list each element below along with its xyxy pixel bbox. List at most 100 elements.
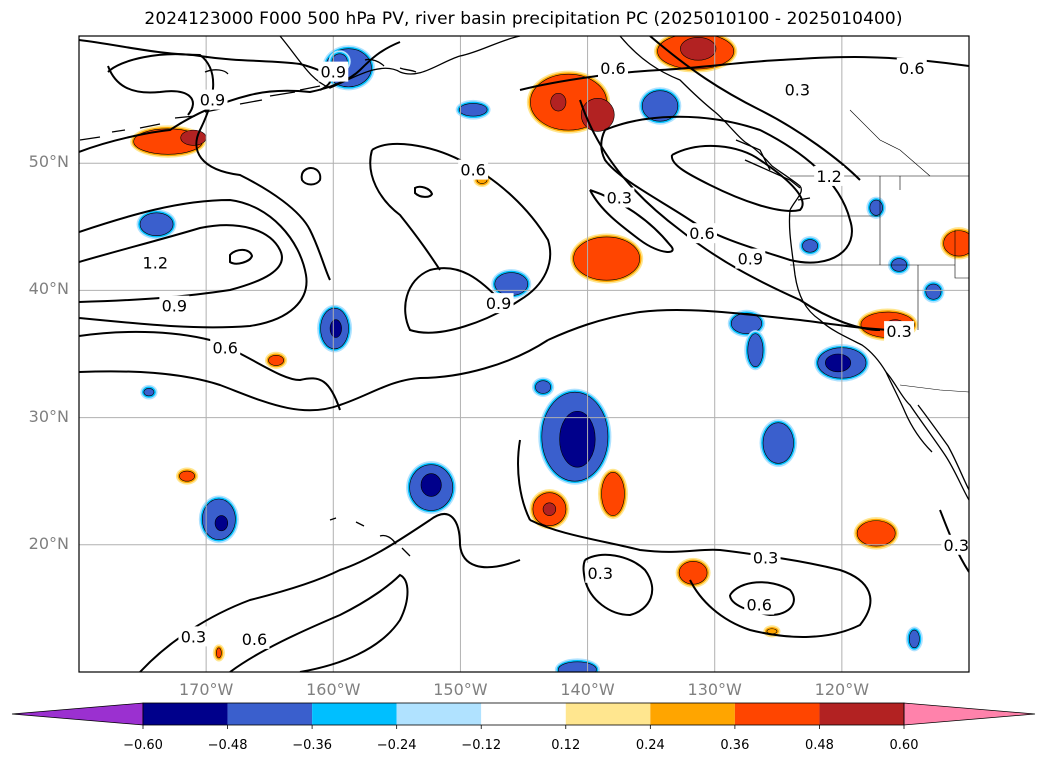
contour-label-bg xyxy=(814,165,845,186)
contour-label: 1.2 xyxy=(143,253,168,272)
pv-contour-0.6-north xyxy=(79,39,331,281)
pc-blob-23 xyxy=(559,410,596,468)
contour-label: 0.3 xyxy=(785,80,810,99)
contour-label-bg xyxy=(782,79,813,100)
pc-blob-35 xyxy=(554,658,600,672)
pc-blob-24 xyxy=(531,377,555,397)
longitude-label: 130°W xyxy=(687,680,742,699)
pc-blob-37 xyxy=(175,467,199,485)
pv-contour-0.6-south xyxy=(729,581,795,617)
coastline-layer xyxy=(79,36,969,557)
pc-blob-40 xyxy=(798,236,822,256)
pc-blob-32 xyxy=(759,419,798,467)
colorbar-segment xyxy=(312,703,397,725)
contour-label-bg xyxy=(197,89,228,110)
colorbar-segment xyxy=(143,703,228,725)
colorbar-extend-high xyxy=(903,702,1036,726)
contour-label-bg xyxy=(604,187,635,208)
alaska-coastline xyxy=(279,36,521,89)
contour-label-bg xyxy=(941,534,969,555)
pv-contour-0.9-north xyxy=(79,41,401,153)
pc-blob-17 xyxy=(744,330,767,371)
contour-label: 0.9 xyxy=(321,63,346,82)
pv-contour-0.3-south-loop xyxy=(582,553,654,617)
pv-contour-0.9-coast xyxy=(600,115,853,264)
us-mexico-border xyxy=(899,384,969,393)
longitude-label: 140°W xyxy=(560,680,615,699)
colorbar-extend-low xyxy=(11,702,144,726)
contour-label: 0.9 xyxy=(486,294,511,313)
latitude-label: 50°N xyxy=(28,152,69,172)
latitude-label: 40°N xyxy=(28,279,69,299)
mexico-mainland-coast xyxy=(917,404,969,491)
pc-blob-39 xyxy=(940,227,969,260)
latitude-label: 30°N xyxy=(28,406,69,426)
pc-blob-44 xyxy=(905,626,923,652)
contour-label: 0.3 xyxy=(886,322,911,341)
pv-contour-layer xyxy=(79,36,969,672)
contour-label: 0.9 xyxy=(738,250,763,269)
contour-label-bg xyxy=(750,547,781,568)
pc-blob-46 xyxy=(212,644,225,662)
contour-label: 0.3 xyxy=(607,189,632,208)
colorbar-tick-label: −0.48 xyxy=(207,738,248,753)
pv-small-loop-2 xyxy=(229,248,254,265)
pc-blob-30 xyxy=(542,502,557,516)
pv-contour-0.3-coast-upper xyxy=(649,36,861,181)
contour-label: 0.6 xyxy=(242,630,267,649)
pc-blob-26 xyxy=(420,473,442,497)
pc-blob-7 xyxy=(329,319,342,338)
pc-blob-42 xyxy=(866,196,887,219)
longitude-label: 150°W xyxy=(433,680,488,699)
contour-label: 0.6 xyxy=(600,59,625,78)
canada-inland-waters xyxy=(735,139,811,201)
contour-label-bg xyxy=(687,223,717,244)
hawaii-islands xyxy=(329,517,411,557)
colorbar-tick-label: 0.36 xyxy=(720,738,750,753)
canada-coastline xyxy=(619,36,802,211)
pc-blob-33 xyxy=(853,517,899,550)
pc-blob-11 xyxy=(550,92,567,112)
contour-label: 0.6 xyxy=(212,339,237,358)
pv-contour-0.3-west-lower xyxy=(79,339,549,412)
contour-label-bg xyxy=(210,337,241,358)
colorbar-segment xyxy=(227,703,313,725)
colorbar-tick-label: −0.24 xyxy=(376,738,417,753)
contour-label-bg xyxy=(239,628,270,649)
contour-label-bg xyxy=(598,57,628,78)
contour-label-bg xyxy=(744,594,775,615)
contour-label: 0.3 xyxy=(944,536,969,555)
pc-blob-45 xyxy=(140,384,158,400)
pc-blob-34 xyxy=(675,557,711,588)
pc-blob-19 xyxy=(825,353,852,373)
pc-shading-layer xyxy=(130,36,969,672)
pv-contour-1.2-coast xyxy=(670,144,804,212)
contour-label: 0.9 xyxy=(200,91,225,110)
pv-contour-0.6-coast xyxy=(579,99,881,331)
pv-small-loop-1 xyxy=(300,167,322,186)
contour-label-bg xyxy=(178,626,209,647)
contour-label: 0.3 xyxy=(588,564,613,583)
colorbar-segment xyxy=(565,703,651,725)
pv-contour-0.3-coast xyxy=(589,189,674,253)
colorbar-segment xyxy=(819,703,904,725)
colorbar-tick-label: 0.48 xyxy=(804,738,834,753)
longitude-label: 160°W xyxy=(306,680,361,699)
contour-label-bg xyxy=(483,293,514,314)
colorbar-tick-label: −0.36 xyxy=(292,738,333,753)
pv-contour-0.6-upper-west xyxy=(107,65,194,116)
contour-label: 0.6 xyxy=(746,596,771,615)
pc-blob-31 xyxy=(598,468,628,520)
map-title: 2024123000 F000 500 hPa PV, river basin … xyxy=(144,9,903,29)
baja-coastline xyxy=(885,371,933,453)
pc-blob-43 xyxy=(922,280,945,303)
contour-label: 1.2 xyxy=(816,167,841,186)
contour-label: 0.3 xyxy=(181,627,206,646)
contour-label-bg xyxy=(159,295,190,316)
contour-label-bg xyxy=(585,562,616,583)
pc-blob-14 xyxy=(638,87,682,125)
longitude-label: 170°W xyxy=(178,680,234,699)
colorbar-tick-label: 0.24 xyxy=(635,738,665,753)
colorbar-segment xyxy=(396,703,482,725)
